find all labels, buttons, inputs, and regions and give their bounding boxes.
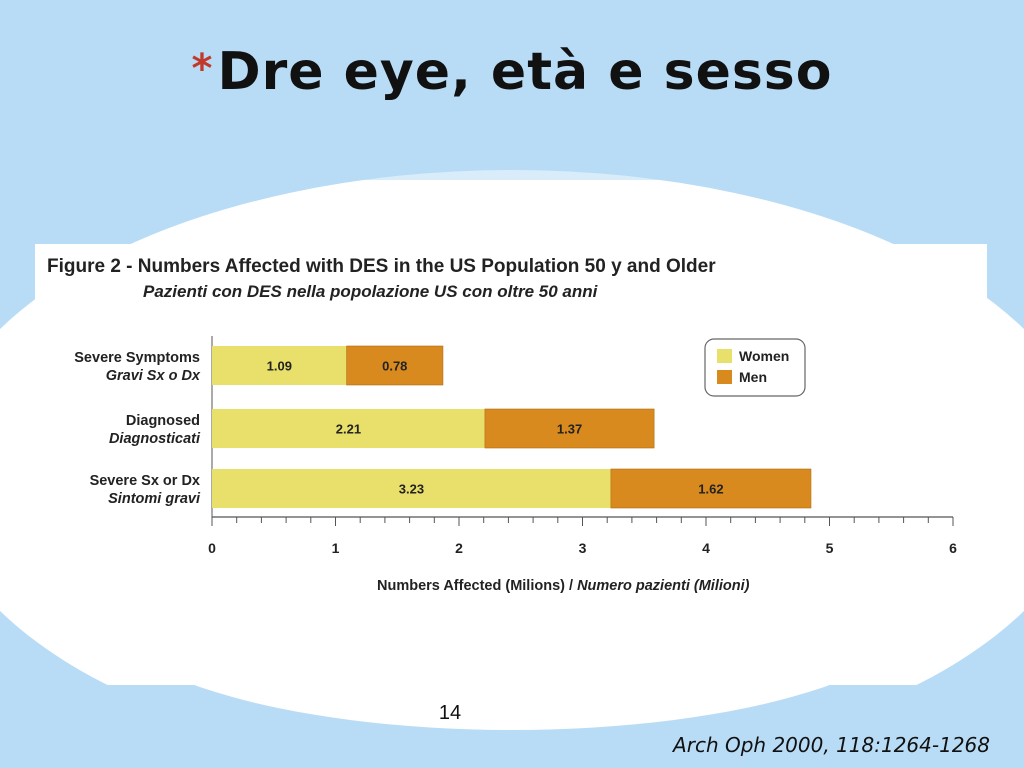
data-label-men: 1.37 (557, 422, 582, 437)
data-label-women: 2.21 (336, 422, 361, 437)
category-label-italian: Diagnosticati (109, 431, 201, 447)
x-tick-label: 6 (949, 540, 957, 556)
x-axis-label-italian: Numero pazienti (Milioni) (577, 578, 750, 594)
category-label: Severe Sx or Dx (90, 473, 200, 489)
bar-men (484, 408, 655, 449)
data-label-men: 1.62 (698, 482, 723, 497)
slide-title-text: Dre eye, età e sesso (217, 42, 833, 102)
title-asterisk: * (191, 46, 214, 92)
legend-swatch (717, 349, 732, 363)
category-label-italian: Gravi Sx o Dx (106, 368, 201, 384)
chart-subtitle: Pazienti con DES nella popolazione US co… (143, 282, 598, 301)
data-label-women: 3.23 (399, 482, 424, 497)
legend-swatch (717, 370, 732, 384)
data-label-men: 0.78 (382, 359, 407, 374)
page-number: 14 (438, 702, 462, 724)
x-tick-label: 3 (579, 540, 587, 556)
x-tick-label: 0 (208, 540, 216, 556)
slide-title: *Dre eye, età e sesso (0, 42, 1024, 102)
legend-label: Women (739, 348, 789, 364)
chart-title: Figure 2 - Numbers Affected with DES in … (47, 256, 716, 277)
category-label: Diagnosed (126, 413, 200, 429)
x-tick-label: 1 (332, 540, 340, 556)
bar-women (212, 346, 347, 385)
category-label-italian: Sintomi gravi (108, 491, 201, 507)
x-tick-label: 2 (455, 540, 463, 556)
x-axis-label: Numbers Affected (Milions) / Numero pazi… (377, 578, 750, 594)
x-tick-label: 4 (702, 540, 710, 556)
category-label: Severe Symptoms (74, 350, 200, 366)
bar-women (212, 469, 611, 508)
x-tick-label: 5 (826, 540, 834, 556)
figure-panel: Figure 2 - Numbers Affected with DES in … (35, 244, 987, 606)
x-axis-label-english: Numbers Affected (Milions) / (377, 578, 577, 594)
bar-women (212, 409, 485, 448)
data-label-women: 1.09 (267, 359, 292, 374)
legend-label: Men (739, 369, 767, 385)
bar-men (610, 468, 812, 509)
background-top-band (0, 0, 1024, 180)
citation: Arch Oph 2000, 118:1264-1268 (673, 733, 990, 757)
bar-chart: 0 1 2 3 4 5 6 1.09 0.78 Severe Symptoms Gravi Sx o… (74, 336, 957, 594)
bar-men (346, 345, 444, 386)
